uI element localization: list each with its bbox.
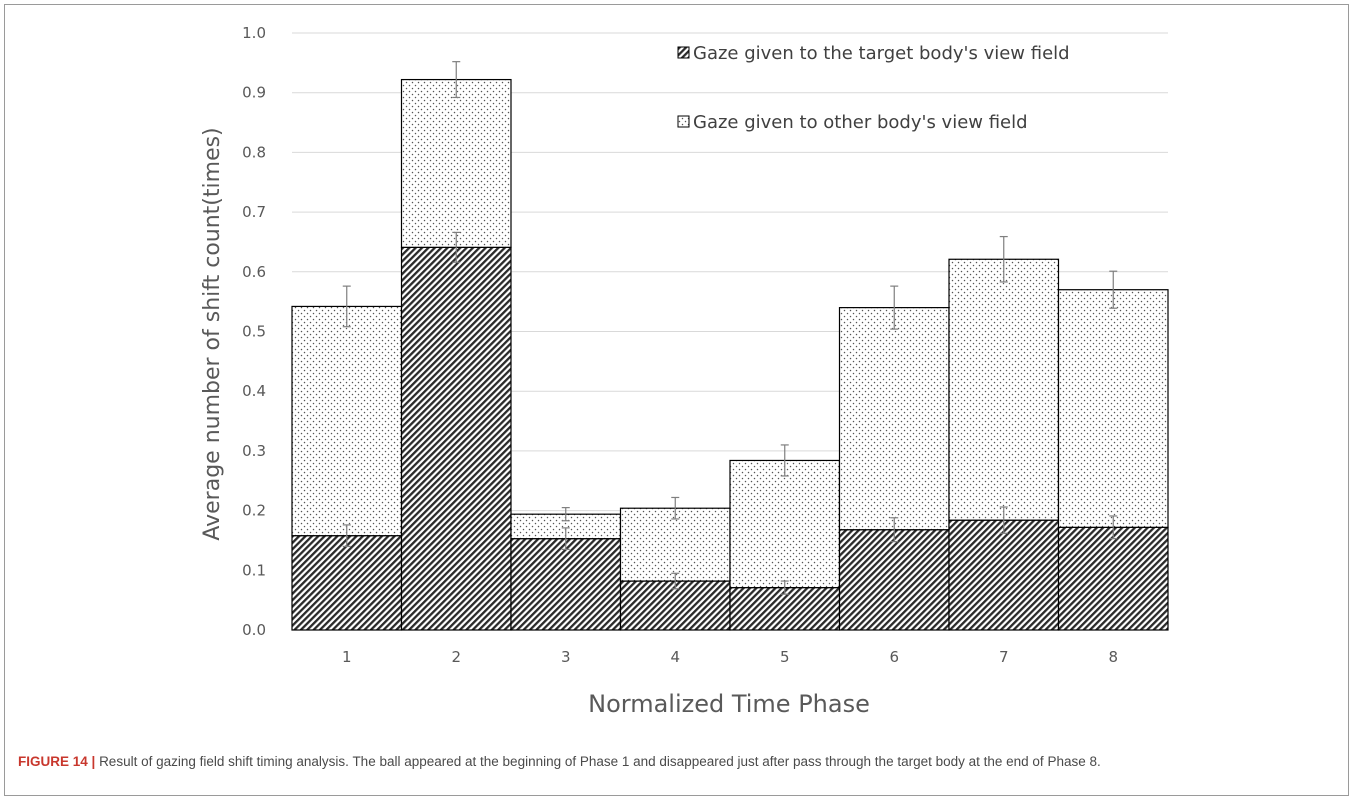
y-tick-label: 0.6 — [242, 263, 266, 281]
bar-target-view — [838, 529, 950, 631]
bar-target-view — [1057, 526, 1169, 631]
caption-text: Result of gazing field shift timing anal… — [99, 754, 1101, 769]
bar-other-view — [948, 258, 1060, 521]
x-tick-label: 1 — [342, 648, 352, 666]
legend-swatch — [677, 115, 690, 128]
legend-entry: Gaze given to the target body's view fie… — [677, 43, 1070, 64]
error-bar — [671, 572, 680, 590]
error-bar — [1109, 270, 1118, 309]
bar-other-view — [400, 78, 512, 248]
bar-target-view — [291, 535, 403, 631]
bar-target-view — [400, 246, 512, 631]
error-bar — [1109, 515, 1118, 540]
error-bar — [780, 580, 789, 595]
error-bar — [342, 285, 351, 328]
bar-other-view — [291, 305, 403, 537]
x-tick-label: 3 — [561, 648, 571, 666]
error-bar — [671, 496, 680, 520]
y-tick-label: 0.5 — [242, 323, 266, 341]
x-tick-label: 4 — [670, 648, 680, 666]
y-axis-title: Average number of shift count(times) — [200, 127, 225, 540]
figure-caption: FIGURE 14 | Result of gazing field shift… — [18, 752, 1336, 771]
x-tick-label: 8 — [1108, 648, 1118, 666]
error-bars — [342, 61, 1118, 595]
x-tick-label: 7 — [999, 648, 1009, 666]
bar-target-view — [948, 519, 1060, 631]
caption-label: FIGURE 14 | — [18, 754, 96, 769]
y-tick-label: 0.9 — [242, 84, 266, 102]
bar-other-view — [729, 459, 841, 589]
y-tick-label: 0.1 — [242, 561, 266, 579]
error-bar — [780, 444, 789, 477]
x-tick-label: 2 — [451, 648, 461, 666]
legend-label: Gaze given to other body's view field — [693, 112, 1028, 133]
x-tick-label: 5 — [780, 648, 790, 666]
y-tick-label: 0.7 — [242, 203, 266, 221]
y-tick-label: 1.0 — [242, 24, 266, 42]
y-tick-label: 0.4 — [242, 382, 266, 400]
y-axis-tick-labels: 0.0 0.1 0.2 0.3 0.4 0.5 0.6 0.7 0.8 0.9 1.0 — [242, 24, 266, 639]
error-bar — [890, 285, 899, 330]
legend-label: Gaze given to the target body's view fie… — [693, 43, 1070, 64]
error-bar — [999, 506, 1008, 534]
x-axis-title: Normalized Time Phase — [588, 690, 870, 718]
error-bar — [452, 61, 461, 99]
error-bar — [999, 235, 1008, 283]
error-bar — [561, 527, 570, 551]
y-tick-label: 0.3 — [242, 442, 266, 460]
bar-other-view — [1057, 289, 1169, 528]
bars — [291, 78, 1169, 631]
legend-entry: Gaze given to other body's view field — [677, 112, 1028, 133]
error-bar — [342, 524, 351, 548]
error-bar — [561, 507, 570, 522]
bar-target-view — [510, 538, 622, 631]
legend-swatch — [677, 46, 690, 59]
y-tick-label: 0.8 — [242, 143, 266, 161]
legend: Gaze given to the target body's view fie… — [677, 43, 1070, 133]
y-tick-label: 0.2 — [242, 502, 266, 520]
y-tick-label: 0.0 — [242, 621, 266, 639]
bar-other-view — [838, 307, 950, 531]
x-tick-label: 6 — [889, 648, 899, 666]
error-bar — [890, 517, 899, 543]
x-axis-tick-labels: 1 2 3 4 5 6 7 8 — [342, 648, 1118, 666]
stacked-bar-chart: 0.0 0.1 0.2 0.3 0.4 0.5 0.6 0.7 0.8 0.9 1.0 1 2 3 4 5 6… — [200, 24, 1169, 718]
error-bar — [452, 231, 461, 263]
